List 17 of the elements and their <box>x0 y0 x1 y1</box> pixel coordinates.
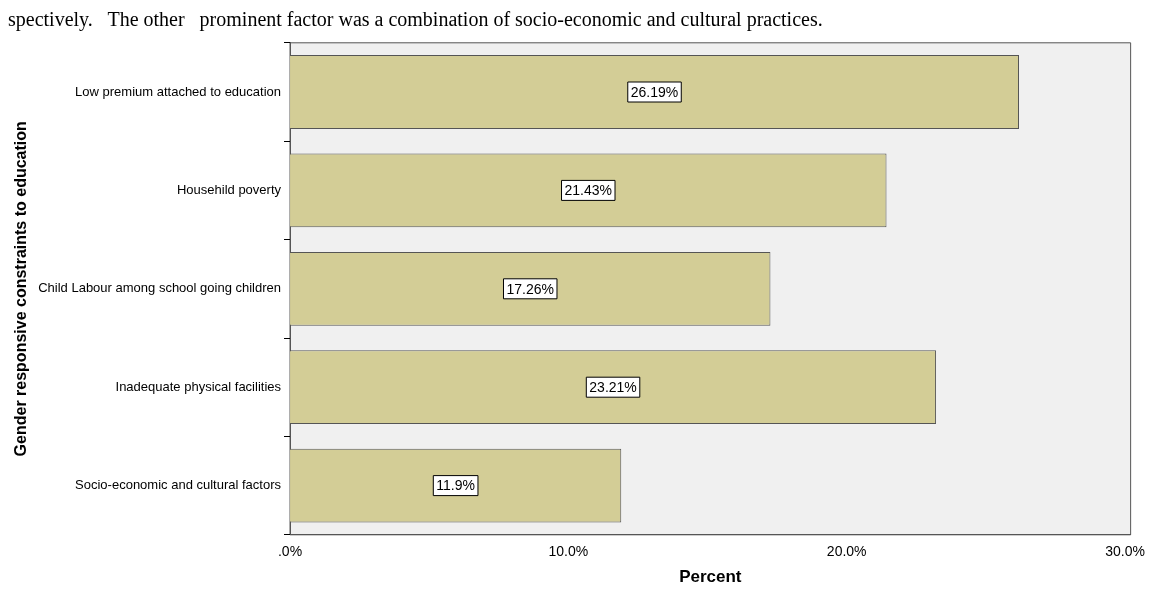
y-tick-label: Inadequate physical facilities <box>115 378 282 394</box>
data-label: 11.9% <box>436 477 475 494</box>
x-tick-label: 20.0% <box>826 543 867 560</box>
y-tick-label: Child Labour among school going children <box>38 280 282 296</box>
data-label: 21.43% <box>564 182 613 199</box>
x-axis-title: Percent <box>679 567 742 587</box>
text: spectively. The other prominent factor was a combination of socio-economic and cultural practices. <box>8 8 824 32</box>
y-tick-label: Househild poverty <box>176 181 282 197</box>
x-tick-label: 30.0% <box>1105 543 1145 560</box>
y-axis-title: Gender responsive constraints to education <box>12 121 30 457</box>
data-label: 17.26% <box>506 280 554 297</box>
y-tick-label: Socio-economic and cultural factors <box>75 477 282 493</box>
y-tick-label: Low premium attached to education <box>75 83 282 99</box>
x-tick-label: 10.0% <box>548 543 589 560</box>
data-label: 23.21% <box>589 379 637 396</box>
x-tick-label: .0% <box>277 543 303 560</box>
data-label: 26.19% <box>630 83 679 100</box>
